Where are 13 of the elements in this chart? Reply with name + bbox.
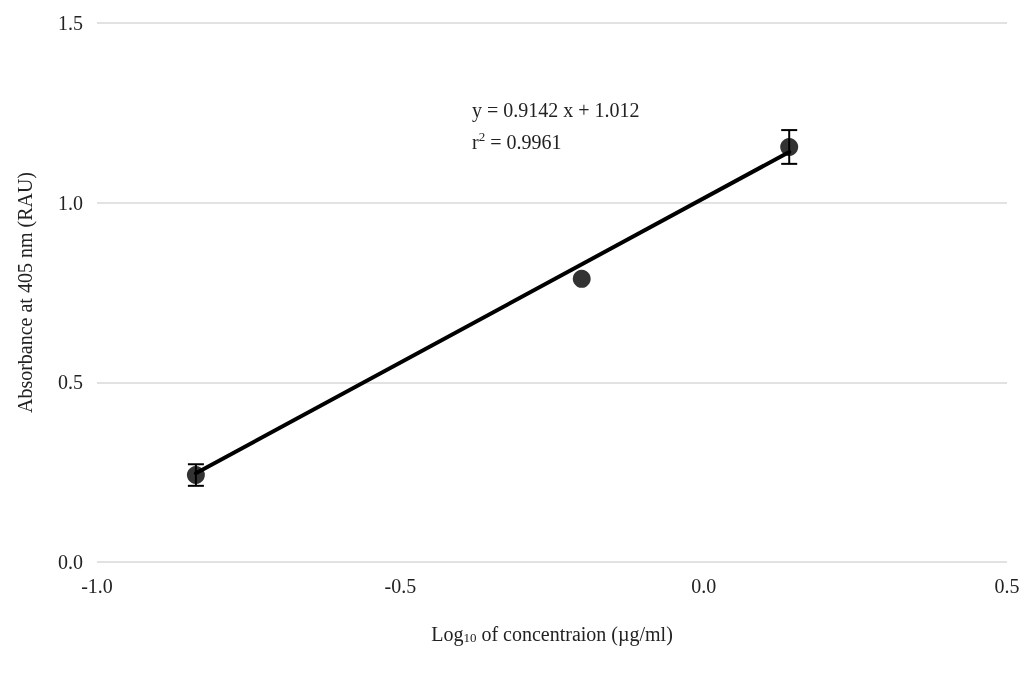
x-tick-label: 0.0 (691, 575, 717, 597)
annotation: y = 0.9142 x + 1.012 (472, 99, 640, 122)
y-tick-label: 1.5 (58, 12, 83, 34)
x-tick-label: -0.5 (384, 575, 417, 597)
point (572, 269, 591, 288)
x-tick-label: 0.5 (994, 575, 1020, 597)
x-axis-title: Log10 of concentraion (µg/ml) (431, 623, 673, 646)
x-tick-label: -1.0 (81, 575, 113, 597)
point (780, 137, 799, 156)
y-axis-title: Absorbance at 405 nm (RAU) (14, 171, 37, 414)
y-tick-label: 0.0 (58, 551, 83, 573)
y-tick-label: 0.5 (58, 371, 83, 394)
y-tick-label: 1.0 (58, 191, 83, 214)
